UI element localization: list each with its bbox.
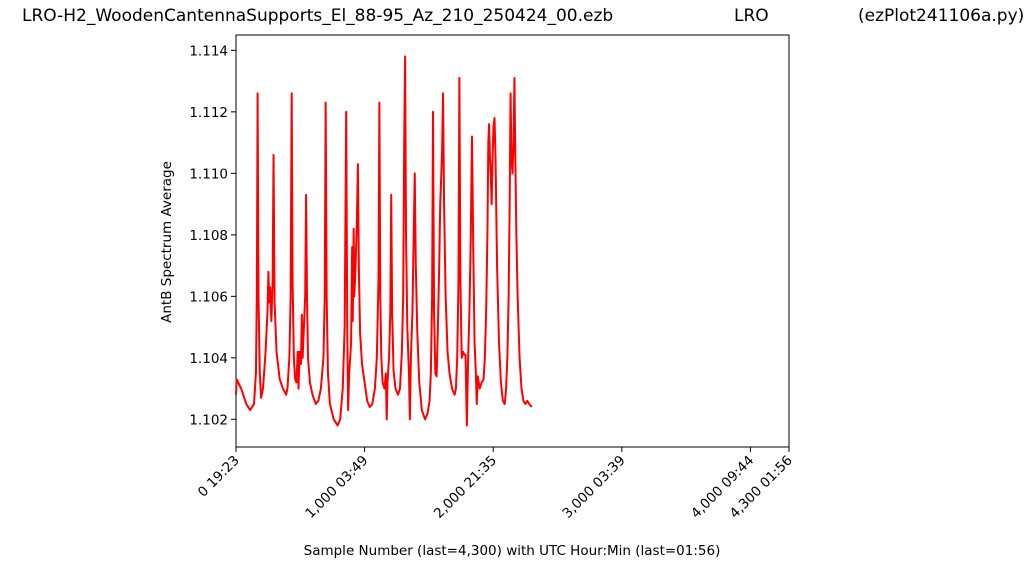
x-tick-label: 3,000 03:39 [559, 453, 628, 522]
file-title: LRO-H2_WoodenCantennaSupports_El_88-95_A… [22, 6, 614, 26]
series-line-0 [235, 55, 533, 427]
figure-title-bar: LRO-H2_WoodenCantennaSupports_El_88-95_A… [0, 6, 1024, 30]
script-label: (ezPlot241106a.py) [858, 6, 1024, 26]
y-tick-label: 1.110 [189, 166, 228, 182]
y-tick-label: 1.108 [189, 228, 228, 244]
y-tick-label: 1.114 [189, 43, 228, 59]
plot-area [235, 34, 790, 448]
station-label: LRO [734, 6, 769, 26]
plot-frame [235, 34, 790, 448]
y-tick-label: 1.112 [189, 105, 228, 121]
y-axis: 1.102 1.104 1.106 1.108 1.110 1.112 1.114 [189, 43, 236, 428]
x-axis-label: Sample Number (last=4,300) with UTC Hour… [304, 543, 721, 559]
y-axis-label: AntB Spectrum Average [159, 161, 175, 323]
y-tick-label: 1.104 [189, 351, 228, 367]
x-tick-label: 2,000 21:35 [431, 453, 500, 522]
x-tick-label: 0 19:23 [195, 453, 243, 501]
x-tick-label: 1,000 03:49 [302, 453, 371, 522]
x-axis: 0 19:23 1,000 03:49 2,000 21:35 3,000 03:39… [195, 447, 796, 522]
y-tick-label: 1.102 [189, 412, 228, 428]
y-tick-label: 1.106 [189, 289, 228, 305]
